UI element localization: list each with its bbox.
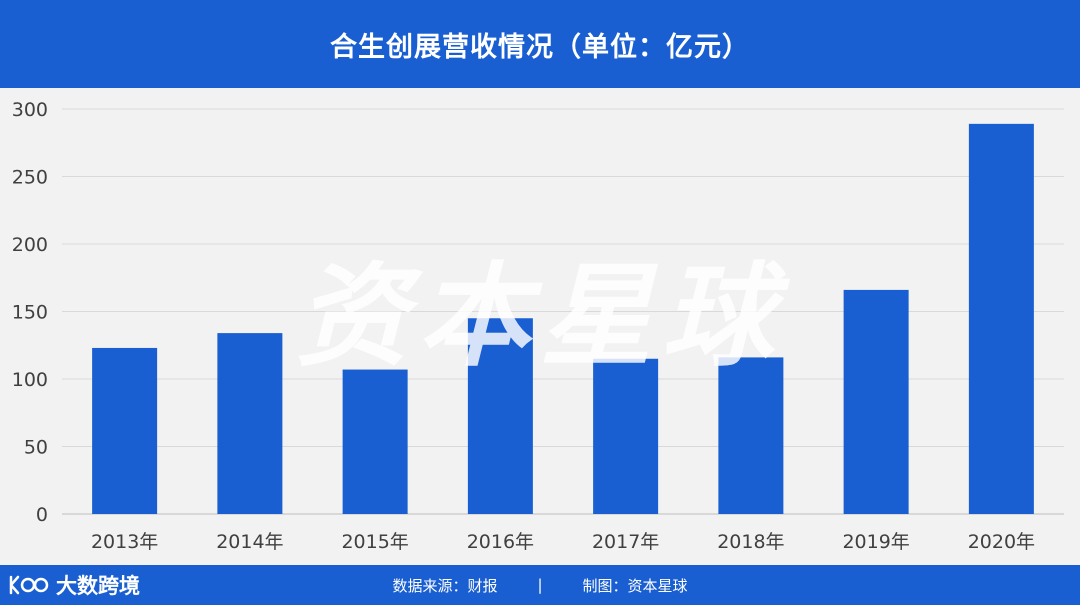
y-tick-label: 200 — [12, 234, 48, 256]
y-tick-label: 300 — [12, 99, 48, 121]
y-tick-label: 250 — [12, 167, 48, 189]
chart-panel: 0 50 100 150 200 250 300 2013年 2014年 2015年 2016年 20… — [0, 88, 1080, 565]
x-tick-label: 2013年 — [91, 531, 158, 553]
y-tick-label: 150 — [12, 302, 48, 324]
y-tick-label: 100 — [12, 369, 48, 391]
y-tick-label: 0 — [36, 504, 48, 526]
brand-logo: 大数跨境 — [8, 571, 140, 599]
chart-header: 合生创展营收情况（单位：亿元） — [0, 0, 1080, 88]
credits: 数据来源：财报 | 制图：资本星球 — [0, 565, 1080, 605]
x-tick-label: 2018年 — [717, 531, 784, 553]
x-tick-label: 2017年 — [592, 531, 659, 553]
x-tick-label: 2020年 — [968, 531, 1035, 553]
data-source: 数据来源：财报 — [392, 576, 498, 595]
chart-title: 合生创展营收情况（单位：亿元） — [330, 31, 750, 63]
bar — [92, 347, 158, 514]
chart-maker: 制图：资本星球 — [582, 576, 688, 595]
bar — [843, 289, 909, 514]
footer: 大数跨境 数据来源：财报 | 制图：资本星球 — [0, 565, 1080, 605]
x-tick-label: 2019年 — [842, 531, 909, 553]
credits-separator: | — [537, 576, 543, 594]
bar-chart: 0 50 100 150 200 250 300 2013年 2014年 2015年 2016年 20… — [12, 99, 1064, 553]
x-tick-label: 2014年 — [216, 531, 283, 553]
bar — [342, 369, 408, 514]
y-tick-label: 50 — [24, 437, 48, 459]
x-tick-label: 2015年 — [341, 531, 408, 553]
brand-logo-icon — [9, 575, 49, 595]
bar — [593, 358, 659, 514]
brand-logo-text: 大数跨境 — [56, 574, 140, 598]
bar — [718, 357, 784, 514]
bar — [968, 123, 1034, 514]
bar — [217, 333, 283, 514]
bar — [467, 318, 533, 514]
x-tick-label: 2016年 — [467, 531, 534, 553]
